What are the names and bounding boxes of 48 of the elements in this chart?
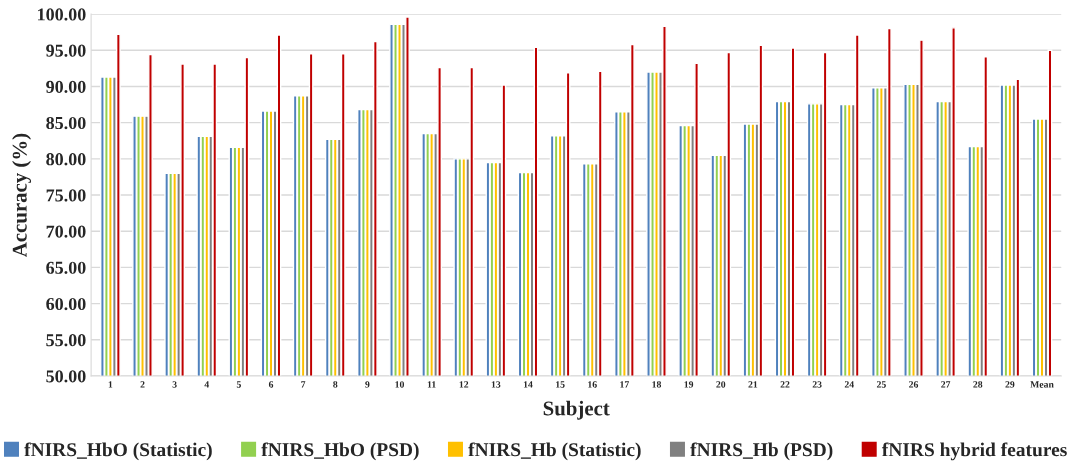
y-tick-label: 50.00 (46, 370, 86, 383)
x-tick-label: 28 (973, 381, 983, 388)
x-tick-label: 3 (172, 381, 177, 388)
x-tick-label: 12 (459, 381, 469, 388)
legend-label: fNIRS hybrid features (881, 442, 1067, 461)
legend-label: fNIRS_HbO (Statistic) (24, 442, 212, 461)
x-tick-label: 8 (333, 381, 338, 388)
y-tick-label: 100.00 (38, 8, 86, 21)
x-axis-title: Subject (543, 400, 610, 420)
x-tick-label: 18 (652, 381, 662, 388)
x-tick-label: 24 (844, 381, 854, 388)
x-tick-label: 11 (427, 381, 436, 388)
x-tick-label: 27 (941, 381, 951, 388)
y-tick-label: 80.00 (46, 153, 86, 166)
x-tick-label: 6 (268, 381, 274, 388)
y-tick-label: 85.00 (46, 116, 86, 130)
y-tick-label: 75.00 (46, 189, 86, 202)
y-tick-label: 70.00 (46, 225, 86, 238)
x-tick-label: 13 (491, 381, 501, 388)
legend-label: fNIRS_Hb (Statistic) (468, 442, 641, 461)
y-tick-label: 65.00 (46, 261, 86, 274)
x-tick-label: 25 (876, 381, 886, 388)
x-tick-label: 16 (588, 381, 597, 388)
x-tick-label: 1 (108, 381, 113, 388)
y-tick-label: 95.00 (46, 44, 86, 57)
x-tick-label: 14 (523, 381, 533, 388)
x-tick-label: 5 (236, 381, 241, 388)
y-axis-title: Accuracy (%) (12, 133, 32, 258)
legend-label: fNIRS_Hb (PSD) (690, 442, 833, 461)
x-tick-label: 21 (748, 381, 758, 388)
x-tick-label: 17 (620, 381, 630, 388)
x-tick-label: 2 (140, 381, 145, 388)
x-tick-label: 7 (301, 381, 306, 388)
x-tick-label: 10 (395, 381, 405, 388)
x-tick-label: 19 (684, 381, 694, 388)
x-tick-label: Mean (1030, 381, 1054, 388)
y-tick-label: 90.00 (46, 80, 86, 93)
x-tick-label: 22 (780, 381, 790, 388)
x-tick-label: 9 (365, 381, 370, 388)
x-tick-label: 23 (812, 381, 822, 388)
x-tick-label: 20 (716, 381, 726, 388)
x-tick-label: 29 (1005, 381, 1015, 388)
legend-label: fNIRS_HbO (PSD) (261, 442, 419, 461)
x-tick-label: 15 (556, 381, 565, 388)
x-tick-label: 26 (909, 381, 919, 388)
y-tick-label: 60.00 (46, 297, 86, 311)
y-tick-label: 55.00 (46, 334, 86, 347)
x-tick-label: 4 (204, 381, 210, 388)
